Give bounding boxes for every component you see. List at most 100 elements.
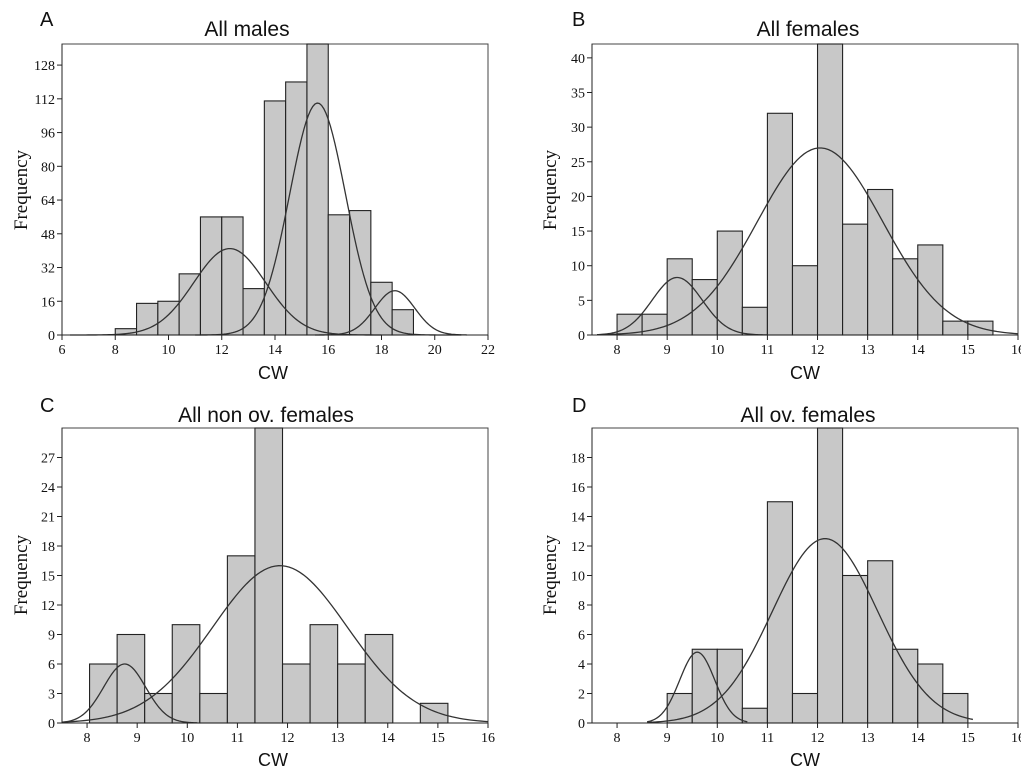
x-tick-label: 20	[428, 343, 442, 358]
x-tick-label: 16	[321, 343, 335, 358]
y-tick-label: 10	[571, 260, 585, 275]
histogram-bar	[816, 43, 844, 336]
histogram-bar	[178, 273, 201, 336]
y-tick-label: 27	[41, 452, 55, 467]
y-tick-label: 8	[578, 599, 585, 614]
x-tick-label: 10	[710, 731, 724, 746]
x-tick-label: 9	[134, 731, 141, 746]
x-axis-label: CW	[258, 363, 288, 383]
x-tick-label: 16	[1011, 343, 1021, 358]
x-tick-label: 14	[268, 343, 282, 358]
chart-panel-a: 6 8 10 12 14 16 18 20 22 0 16 32 48 64 80 96 112 128 A All …	[11, 9, 495, 383]
y-tick-label: 40	[571, 52, 585, 67]
x-tick-label: 8	[614, 343, 621, 358]
histogram-bar	[842, 574, 869, 724]
x-tick-label: 9	[664, 731, 671, 746]
x-tick-label: 16	[481, 731, 495, 746]
histogram-bar	[263, 100, 287, 336]
x-tick-label: 11	[761, 731, 774, 746]
histogram-bar	[917, 663, 944, 724]
histogram-bar	[226, 555, 256, 724]
panel-title: All non ov. females	[178, 404, 354, 427]
y-tick-label: 2	[578, 688, 585, 703]
histogram-bar	[791, 692, 819, 724]
histogram-bar	[254, 427, 284, 724]
y-tick-label: 0	[578, 329, 585, 344]
y-tick-label: 5	[578, 294, 585, 309]
y-tick-label: 80	[41, 160, 55, 175]
histogram-bar	[766, 112, 794, 336]
y-tick-label: 9	[48, 629, 55, 644]
y-tick-label: 6	[48, 658, 55, 673]
x-tick-label: 15	[961, 731, 975, 746]
fitted-normal-curve	[646, 651, 748, 723]
x-tick-label: 10	[162, 343, 176, 358]
histogram-bar	[306, 43, 329, 336]
x-tick-label: 13	[331, 731, 345, 746]
x-tick-label: 12	[281, 731, 295, 746]
y-axis-label: Frequency	[11, 149, 32, 230]
y-tick-label: 15	[41, 570, 55, 585]
y-tick-label: 20	[571, 190, 585, 205]
x-tick-label: 12	[811, 343, 825, 358]
histogram-bar	[942, 692, 969, 724]
histogram-bar	[199, 692, 228, 724]
histogram-bar	[144, 692, 173, 724]
y-tick-label: 0	[48, 717, 55, 732]
histogram-bar	[867, 560, 894, 724]
x-tick-label: 8	[112, 343, 119, 358]
chart-panel-b: 8 9 10 11 12 13 14 15 16 0 5 10 15 20 25 30 35 40 B All fem…	[540, 9, 1021, 383]
histogram-bar	[892, 258, 919, 336]
histogram-bar	[791, 265, 819, 336]
y-tick-label: 12	[571, 540, 585, 555]
histogram-bar	[691, 648, 718, 724]
fitted-normal-curve	[61, 663, 198, 724]
fitted-normal-curve	[596, 147, 1019, 336]
histogram-bar	[242, 288, 265, 336]
fitted-normal-curve	[596, 276, 768, 336]
x-tick-label: 14	[381, 731, 395, 746]
y-tick-label: 0	[578, 717, 585, 732]
histogram-bar	[641, 313, 668, 336]
histogram-bar	[327, 214, 351, 336]
x-tick-label: 13	[861, 343, 875, 358]
x-tick-label: 15	[431, 731, 445, 746]
histogram-bar	[221, 216, 244, 336]
panel-letter: A	[40, 9, 54, 31]
histogram-bar	[867, 188, 894, 336]
histogram-bar	[816, 427, 844, 724]
y-tick-label: 12	[41, 599, 55, 614]
y-tick-label: 112	[35, 93, 55, 108]
y-tick-label: 6	[578, 629, 585, 644]
histogram-bar	[337, 663, 366, 724]
chart-panel-d: 8 9 10 11 12 13 14 15 16 0 2 4 6 8 10 12 14 16 18 D All ov. …	[540, 395, 1021, 769]
x-axis-label: CW	[790, 363, 820, 383]
histogram-bar	[942, 320, 969, 336]
x-tick-label: 11	[231, 731, 244, 746]
x-tick-label: 22	[481, 343, 495, 358]
panel-title: All females	[757, 18, 860, 41]
y-tick-label: 16	[571, 481, 585, 496]
panel-title: All males	[204, 18, 289, 41]
fitted-normal-curve	[61, 565, 489, 723]
histogram-bar	[892, 648, 919, 724]
x-tick-label: 15	[961, 343, 975, 358]
y-tick-label: 15	[571, 225, 585, 240]
fitted-normal-curve	[647, 538, 974, 724]
histogram-bar	[741, 707, 768, 724]
panel-letter: B	[572, 9, 585, 31]
y-tick-label: 14	[571, 511, 585, 526]
y-tick-label: 96	[41, 127, 55, 142]
y-tick-label: 10	[571, 570, 585, 585]
histogram-bar	[309, 624, 339, 724]
panel-title: All ov. females	[741, 404, 876, 427]
x-tick-label: 10	[710, 343, 724, 358]
histogram-bar	[136, 302, 159, 336]
chart-panel-c: 8 9 10 11 12 13 14 15 16 0 3 6 9 12 15 18 21 24 27 C All non…	[11, 395, 495, 769]
x-axis-label: CW	[790, 750, 820, 769]
y-tick-label: 30	[571, 121, 585, 136]
y-axis-label: Frequency	[540, 149, 561, 230]
y-tick-label: 3	[48, 688, 55, 703]
y-tick-label: 64	[41, 194, 55, 209]
x-tick-label: 12	[215, 343, 229, 358]
